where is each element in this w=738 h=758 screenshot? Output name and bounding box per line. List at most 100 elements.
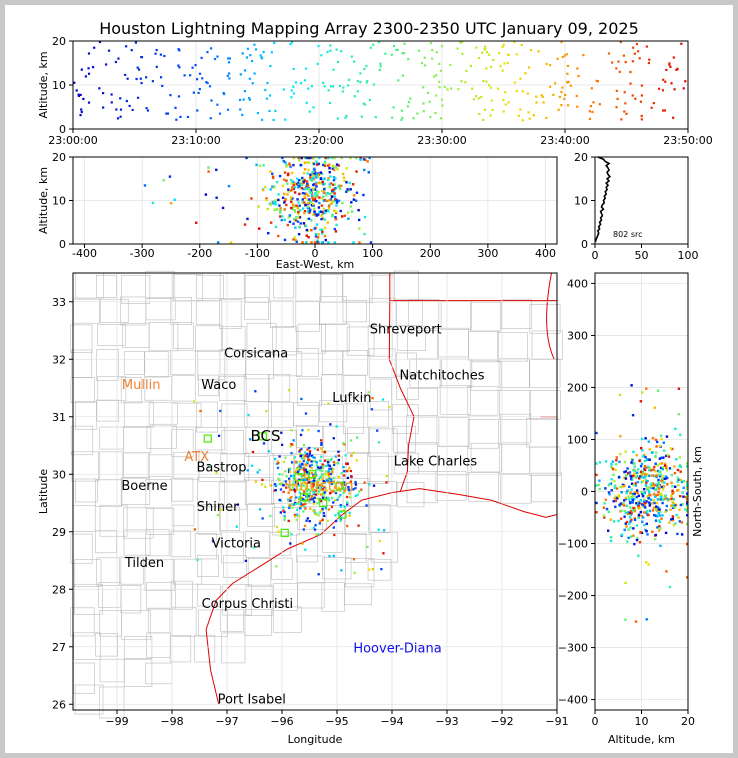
longitude-tick-label: −93 [435,715,458,728]
parish-boundary [529,304,561,334]
lightning-source [323,481,326,484]
lightning-source [280,215,284,218]
county-boundary [342,272,373,303]
lightning-source [186,115,190,119]
lightning-source [323,491,326,494]
county-boundary [369,378,392,411]
lightning-source [633,462,636,465]
lightning-source [334,491,338,495]
lightning-source [360,488,363,491]
lightning-source [331,188,335,192]
lightning-source [485,80,488,83]
city-label: Shreveport [370,322,442,337]
lightning-source [306,472,309,475]
latitude-tick-label: 32 [52,353,66,366]
lightning-source [314,171,317,174]
lightning-source [291,207,294,211]
lightning-source [669,65,672,68]
lightning-source [310,219,313,222]
lightning-source [647,513,650,517]
lightning-source [328,199,331,202]
lightning-source [640,94,644,97]
lightning-source [566,81,569,84]
lightning-source [515,53,518,56]
lightning-source [309,208,312,211]
lightning-source [440,45,444,48]
lightning-source [307,187,311,191]
lightning-source [287,216,290,219]
lightning-source [332,179,336,182]
lightning-source [177,95,181,98]
lightning-source [357,524,360,527]
lightning-source [638,475,642,478]
lightning-source [216,241,220,244]
lightning-source [318,196,321,199]
lightning-source [332,554,335,557]
lightning-source [685,502,689,505]
parish-boundary [529,358,561,389]
lightning-source [198,87,201,91]
lightning-source [676,476,680,480]
lightning-source [650,451,654,454]
lightning-source [401,116,404,119]
lightning-source [316,193,319,196]
lightning-source [379,62,382,65]
lightning-source [349,469,352,473]
county-boundary [99,298,129,323]
lightning-source [338,187,342,191]
county-boundary [244,609,272,636]
lightning-source [198,72,202,75]
lightning-source [295,204,298,207]
lightning-source [304,502,307,506]
time-tick-label: 23:20:00 [294,134,343,147]
lightning-source [615,67,618,70]
lightning-source [315,223,319,226]
lightning-source [637,513,641,517]
lightning-source [319,489,322,492]
lightning-source [301,201,304,204]
ns-tick-label: 0 [581,486,588,499]
ew-tick-label: 0 [312,247,319,260]
lightning-source [666,498,669,501]
lightning-source [360,115,363,118]
lightning-source [647,468,651,472]
lightning-source [616,97,619,101]
lightning-source [227,57,230,60]
lightning-source [665,504,669,508]
county-boundary [272,507,300,536]
lightning-source [215,168,218,172]
lightning-source [272,200,276,203]
lightning-source [658,475,662,478]
lightning-source [179,115,182,119]
lightning-source [596,80,600,83]
lightning-source [624,496,628,500]
lightning-source [227,61,231,64]
lightning-source [542,101,545,104]
lightning-source [352,241,355,244]
lightning-source [296,508,299,511]
lightning-source [641,455,645,458]
lightning-source [654,438,658,441]
lightning-source [653,513,656,517]
lightning-source [618,503,621,507]
lightning-source [359,72,362,75]
lightning-source [685,509,689,512]
lightning-source [269,514,272,518]
lightning-source [317,181,321,185]
lightning-source [327,480,330,483]
lightning-source [287,485,291,489]
lightning-source [628,512,632,516]
lightning-source [434,111,437,115]
lightning-source [328,192,332,196]
lightning-source [633,52,637,55]
lma-station-marker [294,473,303,482]
lightning-source [321,508,324,511]
county-boundary [196,554,219,577]
lightning-source [326,178,330,182]
lightning-source [627,528,630,531]
ns-tick-label: 300 [567,329,588,342]
county-boundary [173,558,203,585]
lightning-source [289,43,292,46]
lightning-source [268,202,272,205]
lightning-source [472,98,475,101]
